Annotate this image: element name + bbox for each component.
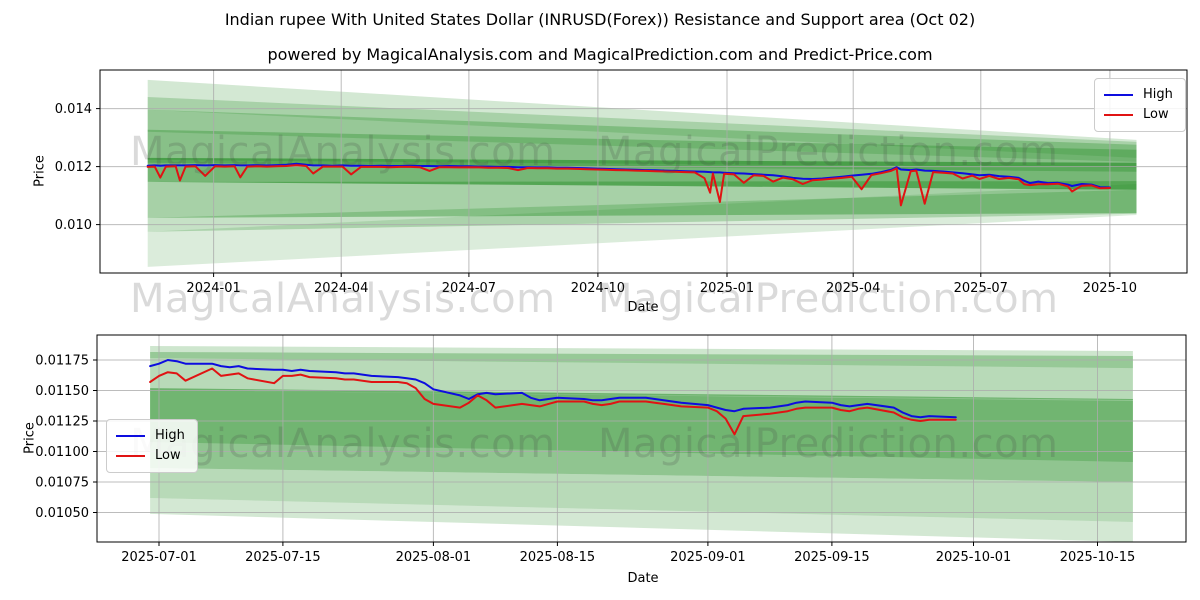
y-tick-label: 0.010 [55, 218, 92, 233]
y-tick-label: 0.01150 [35, 384, 89, 399]
y-tick-label: 0.01125 [35, 415, 89, 430]
x-tick-label: 2025-07-15 [245, 550, 321, 565]
band-polygon [147, 189, 1137, 232]
x-tick-label: 2025-10-01 [936, 550, 1012, 565]
y-tick-label: 0.01050 [35, 506, 89, 521]
high-line [149, 359, 957, 419]
legend-high-label: High [155, 428, 185, 443]
x-tick-label: 2025-08-01 [396, 550, 472, 565]
bottom-x-axis-label: Date [627, 571, 659, 586]
band-polygon [147, 79, 1137, 158]
x-tick-label: 2025-07-01 [121, 550, 197, 565]
plot-border [96, 334, 1187, 543]
legend-item-low: Low [116, 446, 185, 466]
top-legend: High Low [1094, 78, 1186, 132]
tick-marks [93, 359, 1098, 546]
y-tick-label: 0.014 [55, 102, 92, 117]
x-tick-label: 2025-09-15 [794, 550, 870, 565]
x-tick-label: 2025-04 [826, 281, 880, 296]
x-tick-label: 2024-04 [314, 281, 368, 296]
y-tick-label: 0.01075 [35, 476, 89, 491]
top-y-axis-label: Price [32, 155, 48, 187]
gridlines [97, 335, 1186, 542]
x-tick-label: 2025-10 [1083, 281, 1137, 296]
band-polygon [147, 184, 1137, 267]
tick-marks [96, 108, 1111, 277]
band-polygon [147, 181, 1137, 218]
low-line-sample [116, 455, 145, 457]
band-polygon [150, 390, 1133, 462]
legend-item-high: High [116, 426, 185, 446]
bottom-y-axis-label: Price [22, 422, 38, 454]
high-line-sample [1104, 94, 1133, 96]
tick-labels: 2024-01 2024-04 2024-07 2024-10 2025-01 2025-… [55, 102, 1137, 296]
legend-low-label: Low [155, 448, 181, 463]
y-tick-label: 0.012 [55, 160, 92, 175]
chart-title: Indian rupee With United States Dollar (… [224, 10, 976, 29]
x-tick-label: 2025-08-15 [520, 550, 596, 565]
x-tick-label: 2024-10 [571, 281, 625, 296]
tick-labels: 2025-07-01 2025-07-15 2025-08-01 2025-08-15… [35, 354, 1135, 566]
x-tick-label: 2024-07 [442, 281, 496, 296]
band-polygon [147, 109, 1137, 168]
y-tick-label: 0.01175 [35, 354, 89, 369]
y-tick-label: 0.01100 [35, 445, 89, 460]
legend-low-label: Low [1143, 107, 1169, 122]
band-polygon [147, 97, 1137, 162]
top-x-axis-label: Date [627, 300, 659, 315]
chart-subtitle: powered by MagicalAnalysis.com and Magic… [267, 45, 933, 64]
low-line [149, 367, 957, 436]
low-line [146, 164, 1111, 207]
bottom-legend: High Low [106, 419, 198, 473]
support-resistance-bands [147, 79, 1137, 267]
top-plot-area: 2024-01 2024-04 2024-07 2024-10 2025-01 2025-… [55, 69, 1188, 296]
band-polygon [150, 498, 1133, 542]
band-polygon [150, 352, 1133, 400]
x-tick-label: 2025-01 [700, 281, 754, 296]
top-chart-svg: 2024-01 2024-04 2024-07 2024-10 2025-01 2025-… [55, 69, 1188, 296]
x-tick-label: 2025-10-15 [1060, 550, 1136, 565]
low-line-sample [1104, 114, 1133, 116]
bottom-chart-svg: 2025-07-01 2025-07-15 2025-08-01 2025-08-15… [35, 334, 1187, 565]
plot-border [99, 69, 1188, 274]
gridlines [100, 70, 1187, 273]
band-polygon [150, 346, 1133, 369]
legend-high-label: High [1143, 87, 1173, 102]
legend-item-low: Low [1104, 105, 1173, 125]
x-tick-label: 2025-07 [954, 281, 1008, 296]
legend-item-high: High [1104, 85, 1173, 105]
high-line-sample [116, 435, 145, 437]
x-tick-label: 2024-01 [186, 281, 240, 296]
bottom-plot-area: 2025-07-01 2025-07-15 2025-08-01 2025-08-15… [35, 334, 1187, 565]
x-tick-label: 2025-09-01 [670, 550, 746, 565]
